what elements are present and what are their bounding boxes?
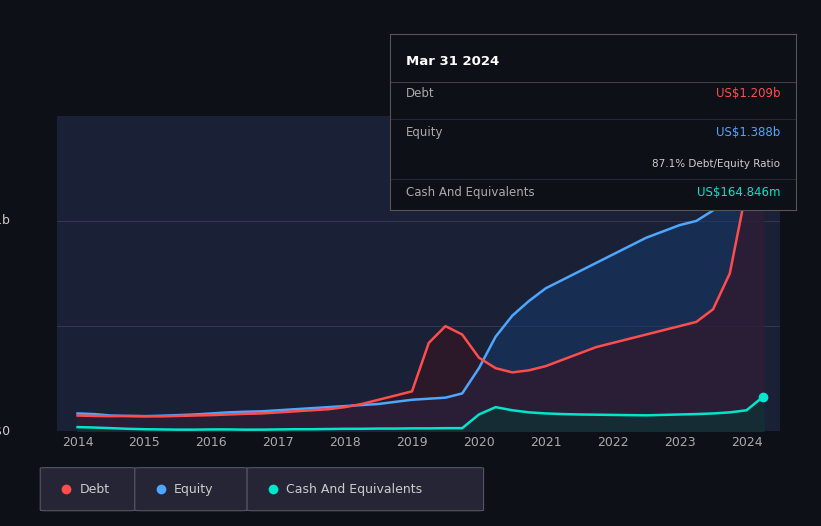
Text: Debt: Debt (80, 483, 109, 495)
Text: Cash And Equivalents: Cash And Equivalents (287, 483, 423, 495)
Text: US$1b: US$1b (0, 215, 11, 227)
Text: US$1.209b: US$1.209b (716, 87, 780, 100)
FancyBboxPatch shape (40, 468, 135, 511)
Text: Equity: Equity (406, 126, 443, 139)
Text: US$164.846m: US$164.846m (696, 186, 780, 199)
Text: Debt: Debt (406, 87, 435, 100)
Text: Mar 31 2024: Mar 31 2024 (406, 55, 499, 68)
FancyBboxPatch shape (247, 468, 484, 511)
Text: Equity: Equity (174, 483, 213, 495)
Text: US$0: US$0 (0, 425, 11, 438)
Text: US$1.388b: US$1.388b (716, 126, 780, 139)
FancyBboxPatch shape (135, 468, 247, 511)
Text: Cash And Equivalents: Cash And Equivalents (406, 186, 534, 199)
Text: 87.1% Debt/Equity Ratio: 87.1% Debt/Equity Ratio (652, 159, 780, 169)
